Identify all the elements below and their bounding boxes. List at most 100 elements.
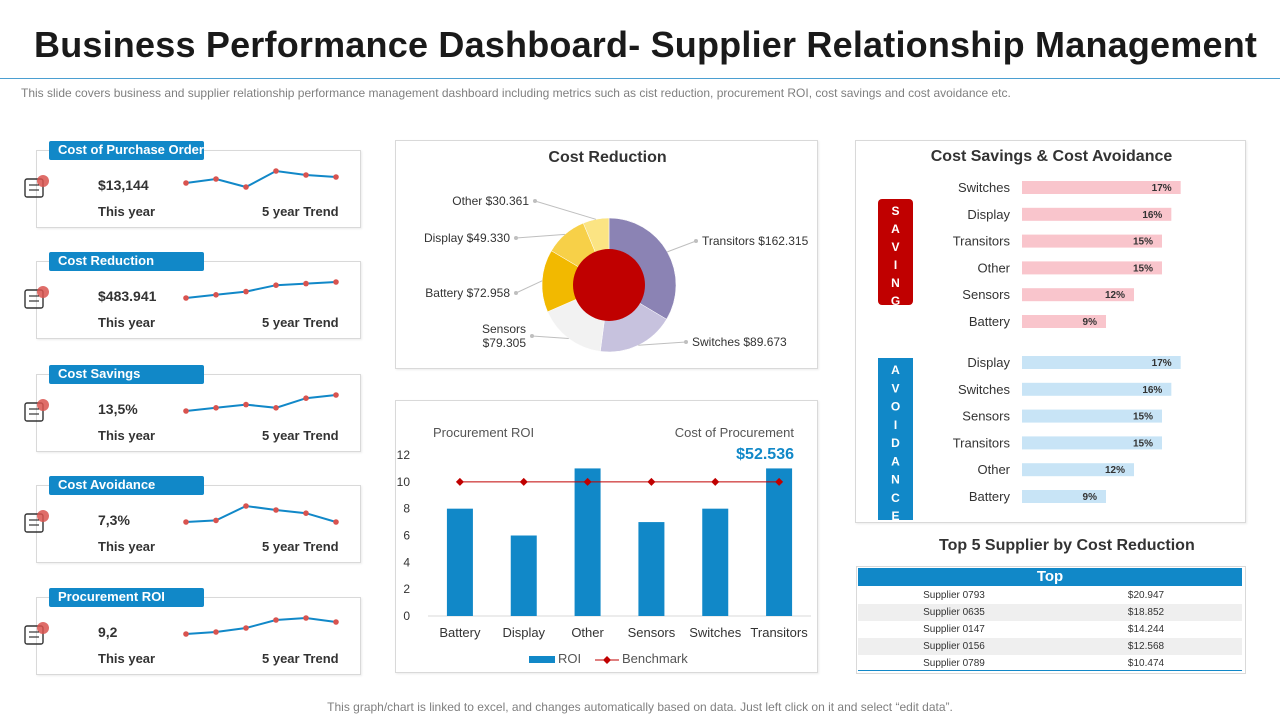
hbar-value-label: 9%: [1083, 492, 1098, 503]
purchase-order-icon: [19, 171, 53, 205]
kpi-value: 9,2: [98, 624, 118, 640]
tag-letter: I: [894, 258, 897, 272]
cost-of-procurement-value: $52.536: [736, 446, 794, 463]
sparkline-point: [303, 615, 309, 621]
table-row: Supplier 0793 $20.947: [858, 587, 1242, 604]
page-subtitle: This slide covers business and supplier …: [21, 86, 1011, 100]
sparkline-point: [213, 629, 219, 635]
hbar-bar: [1022, 490, 1106, 503]
title-divider: [0, 78, 1280, 79]
cost-reduction-panel: Cost Reduction Transitors $162.315 Switch…: [395, 140, 818, 369]
hbar-bar: [1022, 436, 1162, 450]
kpi-label: Cost Reduction: [49, 252, 204, 271]
sparkline-point: [333, 174, 339, 180]
kpi-trend-label: 5 year Trend: [262, 539, 339, 554]
tag-letter: E: [891, 509, 899, 523]
kpi-label: Cost Avoidance: [49, 476, 204, 495]
sparkline-point: [273, 507, 279, 513]
hbar-value-label: 15%: [1133, 263, 1153, 274]
pie-leader-line: [667, 240, 697, 253]
hbar-value-label: 15%: [1133, 412, 1153, 423]
pie-leader-line: [515, 280, 543, 294]
sparkline-point: [333, 392, 339, 398]
roi-bar: [446, 508, 473, 616]
supplier-name: Supplier 0156: [923, 641, 985, 652]
sparkline-point: [243, 401, 249, 408]
hbar-bar: [1022, 261, 1162, 275]
y-tick-label: 4: [403, 555, 410, 569]
hbar-value-label: 9%: [1083, 317, 1098, 328]
benchmark-point: [775, 477, 784, 486]
pie-label: Battery $72.958: [425, 286, 510, 300]
hbar-value-label: 12%: [1105, 465, 1125, 476]
pie-leader-dot: [530, 334, 534, 338]
kpi-trend-label: 5 year Trend: [262, 428, 339, 443]
tag-letter: N: [891, 276, 900, 290]
sparkline-point: [213, 292, 219, 298]
hbar-value-label: 15%: [1133, 438, 1153, 449]
kpi-card: Cost Avoidance 7,3% This year 5 year Trend: [24, 476, 361, 563]
sparkline-point: [303, 395, 309, 401]
hbar-bar: [1022, 463, 1134, 477]
kpi-year-label: This year: [98, 651, 156, 666]
supplier-cost-reduction: $18.852: [1127, 607, 1165, 618]
sparkline-point: [183, 519, 189, 525]
kpi-trend-label: 5 year Trend: [262, 651, 339, 666]
supplier-name: Supplier 0789: [923, 658, 985, 669]
x-tick-label: Other: [571, 625, 604, 640]
kpi-card: Procurement ROI 9,2 This year 5 year Trend: [24, 588, 361, 675]
sparkline-line: [185, 281, 337, 299]
sparkline-point: [273, 405, 279, 411]
kpi-value: $483.941: [98, 288, 157, 304]
kpi-sparkline: [183, 279, 339, 301]
tag-letter: N: [891, 473, 900, 487]
tag-letter: A: [891, 454, 900, 468]
y-tick-label: 8: [403, 502, 410, 516]
cost-of-procurement-label: Cost of Procurement: [675, 425, 795, 440]
sparkline-point: [243, 625, 249, 631]
pie-label: Other $30.361: [452, 194, 529, 208]
hbar-value-label: 15%: [1133, 237, 1153, 248]
tag-letter: O: [891, 400, 900, 414]
hbar-category-label: Transitors: [953, 435, 1011, 450]
legend-benchmark-marker: [603, 656, 611, 664]
legend-roi-swatch: [529, 656, 555, 663]
supplier-cost-reduction: $20.947: [1127, 590, 1165, 601]
legend-roi-label: ROI: [558, 651, 581, 666]
tag-letter: V: [891, 240, 899, 254]
pie-leader-line: [638, 341, 687, 346]
roi-bar: [766, 468, 793, 616]
pie-leader-dot: [514, 236, 518, 240]
sparkline-point: [333, 279, 339, 285]
benchmark-point: [711, 477, 720, 486]
legend-benchmark-label: Benchmark: [622, 651, 688, 666]
kpi-value: $13,144: [98, 177, 149, 193]
sparkline-point: [273, 168, 279, 174]
tag-letter: G: [891, 294, 900, 308]
kpi-card: Cost Savings 13,5% This year 5 year Trend: [24, 365, 361, 452]
pie-label: Switches $89.673: [692, 335, 787, 349]
kpi-value: 13,5%: [98, 401, 138, 417]
hbar-bar: [1022, 409, 1162, 423]
pie-label: $79.305: [483, 336, 527, 350]
x-tick-label: Switches: [689, 625, 742, 640]
benchmark-point: [455, 477, 464, 486]
roi-bar: [638, 522, 665, 616]
x-tick-label: Battery: [439, 625, 481, 640]
cost-savings-avoidance-title: Cost Savings & Cost Avoidance: [930, 148, 1173, 165]
kpi-sparkline: [183, 615, 339, 637]
supplier-name: Supplier 0635: [923, 607, 985, 618]
sparkline-line: [185, 504, 337, 523]
sparkline-point: [273, 617, 279, 623]
hbar-value-label: 16%: [1142, 210, 1162, 221]
pie-label: Transitors $162.315: [702, 234, 809, 248]
pie-leader-dot: [694, 239, 698, 243]
x-tick-label: Sensors: [628, 625, 676, 640]
kpi-sparkline: [183, 503, 339, 525]
kpi-label: Cost of Purchase Order: [49, 141, 204, 160]
money-hand-icon: [19, 395, 53, 429]
saving-tag: [878, 199, 913, 305]
supplier-cost-reduction: $14.244: [1127, 624, 1165, 635]
kpi-trend-label: 5 year Trend: [262, 204, 339, 219]
